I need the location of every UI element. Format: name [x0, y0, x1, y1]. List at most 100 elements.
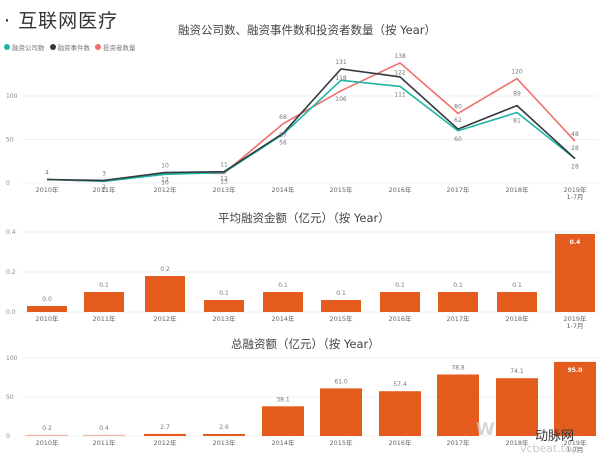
bar[interactable]	[144, 433, 186, 436]
x-axis-label: 2018年	[505, 314, 529, 323]
bar[interactable]	[554, 361, 596, 436]
bar[interactable]	[497, 292, 537, 312]
bar[interactable]	[380, 292, 420, 312]
x-axis-label: 2016年	[388, 314, 412, 323]
data-label: 0.1	[395, 282, 405, 289]
bar[interactable]	[438, 292, 478, 312]
bar[interactable]	[145, 276, 185, 312]
line-series[interactable]	[46, 61, 576, 183]
x-axis-label: 2018年	[505, 438, 529, 447]
data-label: 0.1	[219, 290, 229, 297]
legend-item-investors[interactable]: 投资者数量	[95, 42, 136, 52]
data-label: 0.4	[570, 239, 581, 246]
data-label: 78.8	[451, 365, 465, 372]
line-series[interactable]	[46, 79, 576, 183]
x-axis-label: 2017年	[446, 314, 470, 323]
data-label: 120	[511, 69, 523, 76]
page-title: · 互联网医疗	[4, 10, 119, 32]
line-series[interactable]	[46, 68, 576, 182]
x-axis-label: 2013年	[212, 185, 236, 194]
x-axis-label: 2015年	[329, 438, 353, 447]
data-label: 48	[571, 131, 579, 138]
data-label: 122	[394, 70, 406, 77]
x-axis-label: 2012年	[153, 438, 177, 447]
x-axis-label: 2012年	[153, 185, 177, 194]
x-axis-label: 2010年	[35, 314, 59, 323]
x-axis-label: 2019年	[563, 438, 587, 447]
bar[interactable]	[262, 406, 304, 436]
line-chart-legend: 融资公司数 融资事件数 投资者数量	[4, 42, 136, 52]
bar[interactable]	[321, 300, 361, 312]
data-label: 0.2	[42, 425, 52, 432]
watermark-logo: W	[476, 420, 495, 440]
data-label: 28	[571, 145, 579, 152]
data-label: 56	[279, 139, 287, 146]
data-label: 2	[102, 186, 106, 193]
bar[interactable]	[27, 306, 67, 312]
avg-funding-chart-title: 平均融资金额（亿元）（按 Year）	[218, 211, 390, 225]
y-axis-tick: 100	[6, 93, 18, 100]
x-axis-label: 2017年	[446, 438, 470, 447]
x-axis-label: 2011年	[92, 185, 116, 194]
bar[interactable]	[263, 292, 303, 312]
bar[interactable]	[320, 388, 362, 436]
x-axis-label: 2015年	[329, 314, 353, 323]
watermark-site: vcbeat.top	[520, 442, 579, 455]
legend-dot-icon	[49, 44, 56, 50]
y-axis-tick: 0	[6, 180, 10, 187]
watermark-brand: 动脉网	[535, 429, 575, 444]
x-axis-label: 2019年	[563, 185, 587, 194]
x-axis-label: 2014年	[271, 185, 295, 194]
y-axis-tick: 0.2	[6, 269, 16, 276]
data-label: 0.1	[512, 282, 522, 289]
y-axis-tick: 50	[6, 394, 14, 401]
bar[interactable]	[555, 234, 595, 312]
data-label: 0.4	[99, 425, 109, 432]
data-label: 12	[161, 176, 169, 183]
legend-item-events[interactable]: 融资事件数	[49, 42, 90, 52]
legend-label: 投资者数量	[103, 44, 136, 52]
bar[interactable]	[379, 391, 421, 436]
data-label: 12	[220, 176, 228, 183]
bar[interactable]	[83, 434, 125, 436]
x-axis-label: 2010年	[35, 438, 59, 447]
data-label: 74.1	[510, 368, 524, 375]
data-label: 10	[161, 163, 169, 170]
data-label: 0.1	[453, 282, 463, 289]
bar[interactable]	[204, 300, 244, 312]
data-label: 11	[220, 162, 228, 169]
data-label: 38.1	[276, 396, 290, 403]
data-label: 4	[45, 170, 49, 177]
y-axis-tick: 100	[6, 355, 18, 362]
legend-label: 融资公司数	[12, 44, 45, 52]
data-label: 0.2	[160, 266, 170, 273]
x-axis-label: 1-7月	[566, 193, 583, 201]
x-axis-label: 2013年	[212, 438, 236, 447]
data-label: 81	[513, 118, 521, 125]
bar[interactable]	[84, 292, 124, 312]
x-axis-label: 2011年	[92, 314, 116, 323]
bar[interactable]	[496, 378, 538, 436]
data-label: 0.1	[336, 290, 346, 297]
x-axis-label: 2011年	[92, 438, 116, 447]
data-label: 3	[102, 170, 106, 177]
legend-item-companies[interactable]: 融资公司数	[4, 42, 45, 52]
data-label: 106	[335, 96, 347, 103]
data-label: 61.0	[334, 378, 348, 385]
bar[interactable]	[26, 434, 68, 436]
data-label: 62	[454, 117, 462, 124]
x-axis-label: 2013年	[212, 314, 236, 323]
data-label: 57	[279, 132, 287, 139]
legend-dot-icon	[4, 44, 10, 50]
y-axis-tick: 0.0	[6, 309, 16, 316]
data-label: 138	[394, 53, 406, 60]
data-label: 111	[394, 91, 406, 98]
bar[interactable]	[437, 374, 479, 437]
bar[interactable]	[203, 434, 245, 436]
y-axis-tick: 0.4	[6, 229, 16, 236]
x-axis-label: 2016年	[388, 185, 412, 194]
data-label: 13	[220, 178, 228, 185]
data-label: 57.4	[393, 381, 407, 388]
x-axis-label: 2015年	[329, 185, 353, 194]
